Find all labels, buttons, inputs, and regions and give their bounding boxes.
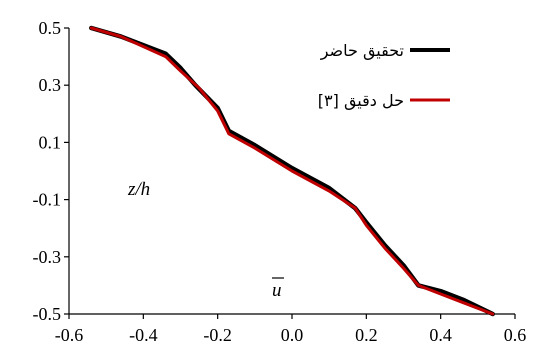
legend: تحقیق حاضر حل دقیق [۳] (318, 41, 450, 111)
y-ticks: -0.5 -0.3 -0.1 0.1 0.3 0.5 (33, 18, 69, 324)
y-tick-label: -0.3 (33, 247, 62, 267)
annotation-u-bar-text: u (272, 280, 282, 301)
annotation-u-bar: u (272, 277, 284, 301)
y-tick-label: 0.5 (39, 18, 62, 38)
series-layer (89, 25, 495, 317)
x-tick-label: -0.2 (203, 325, 232, 345)
x-tick-label: 0.2 (355, 325, 378, 345)
x-tick-label: 0.4 (429, 325, 452, 345)
x-tick-label: -0.6 (55, 325, 84, 345)
x-tick-label: -0.4 (129, 325, 158, 345)
x-tick-label: 0.6 (504, 325, 527, 345)
x-ticks: -0.6 -0.4 -0.2 0.0 0.2 0.4 0.6 (55, 314, 527, 345)
x-tick-label: 0.0 (281, 325, 304, 345)
y-tick-label: 0.1 (39, 132, 62, 152)
y-tick-label: -0.5 (33, 304, 62, 324)
y-tick-label: -0.1 (33, 190, 62, 210)
y-tick-label: 0.3 (39, 75, 62, 95)
annotation-z-over-h: z/h (127, 179, 150, 200)
legend-label-exact-solution: حل دقیق [۳] (318, 91, 404, 111)
series-line-exact-solution (89, 26, 495, 316)
legend-label-current-study: تحقیق حاضر (320, 41, 404, 61)
